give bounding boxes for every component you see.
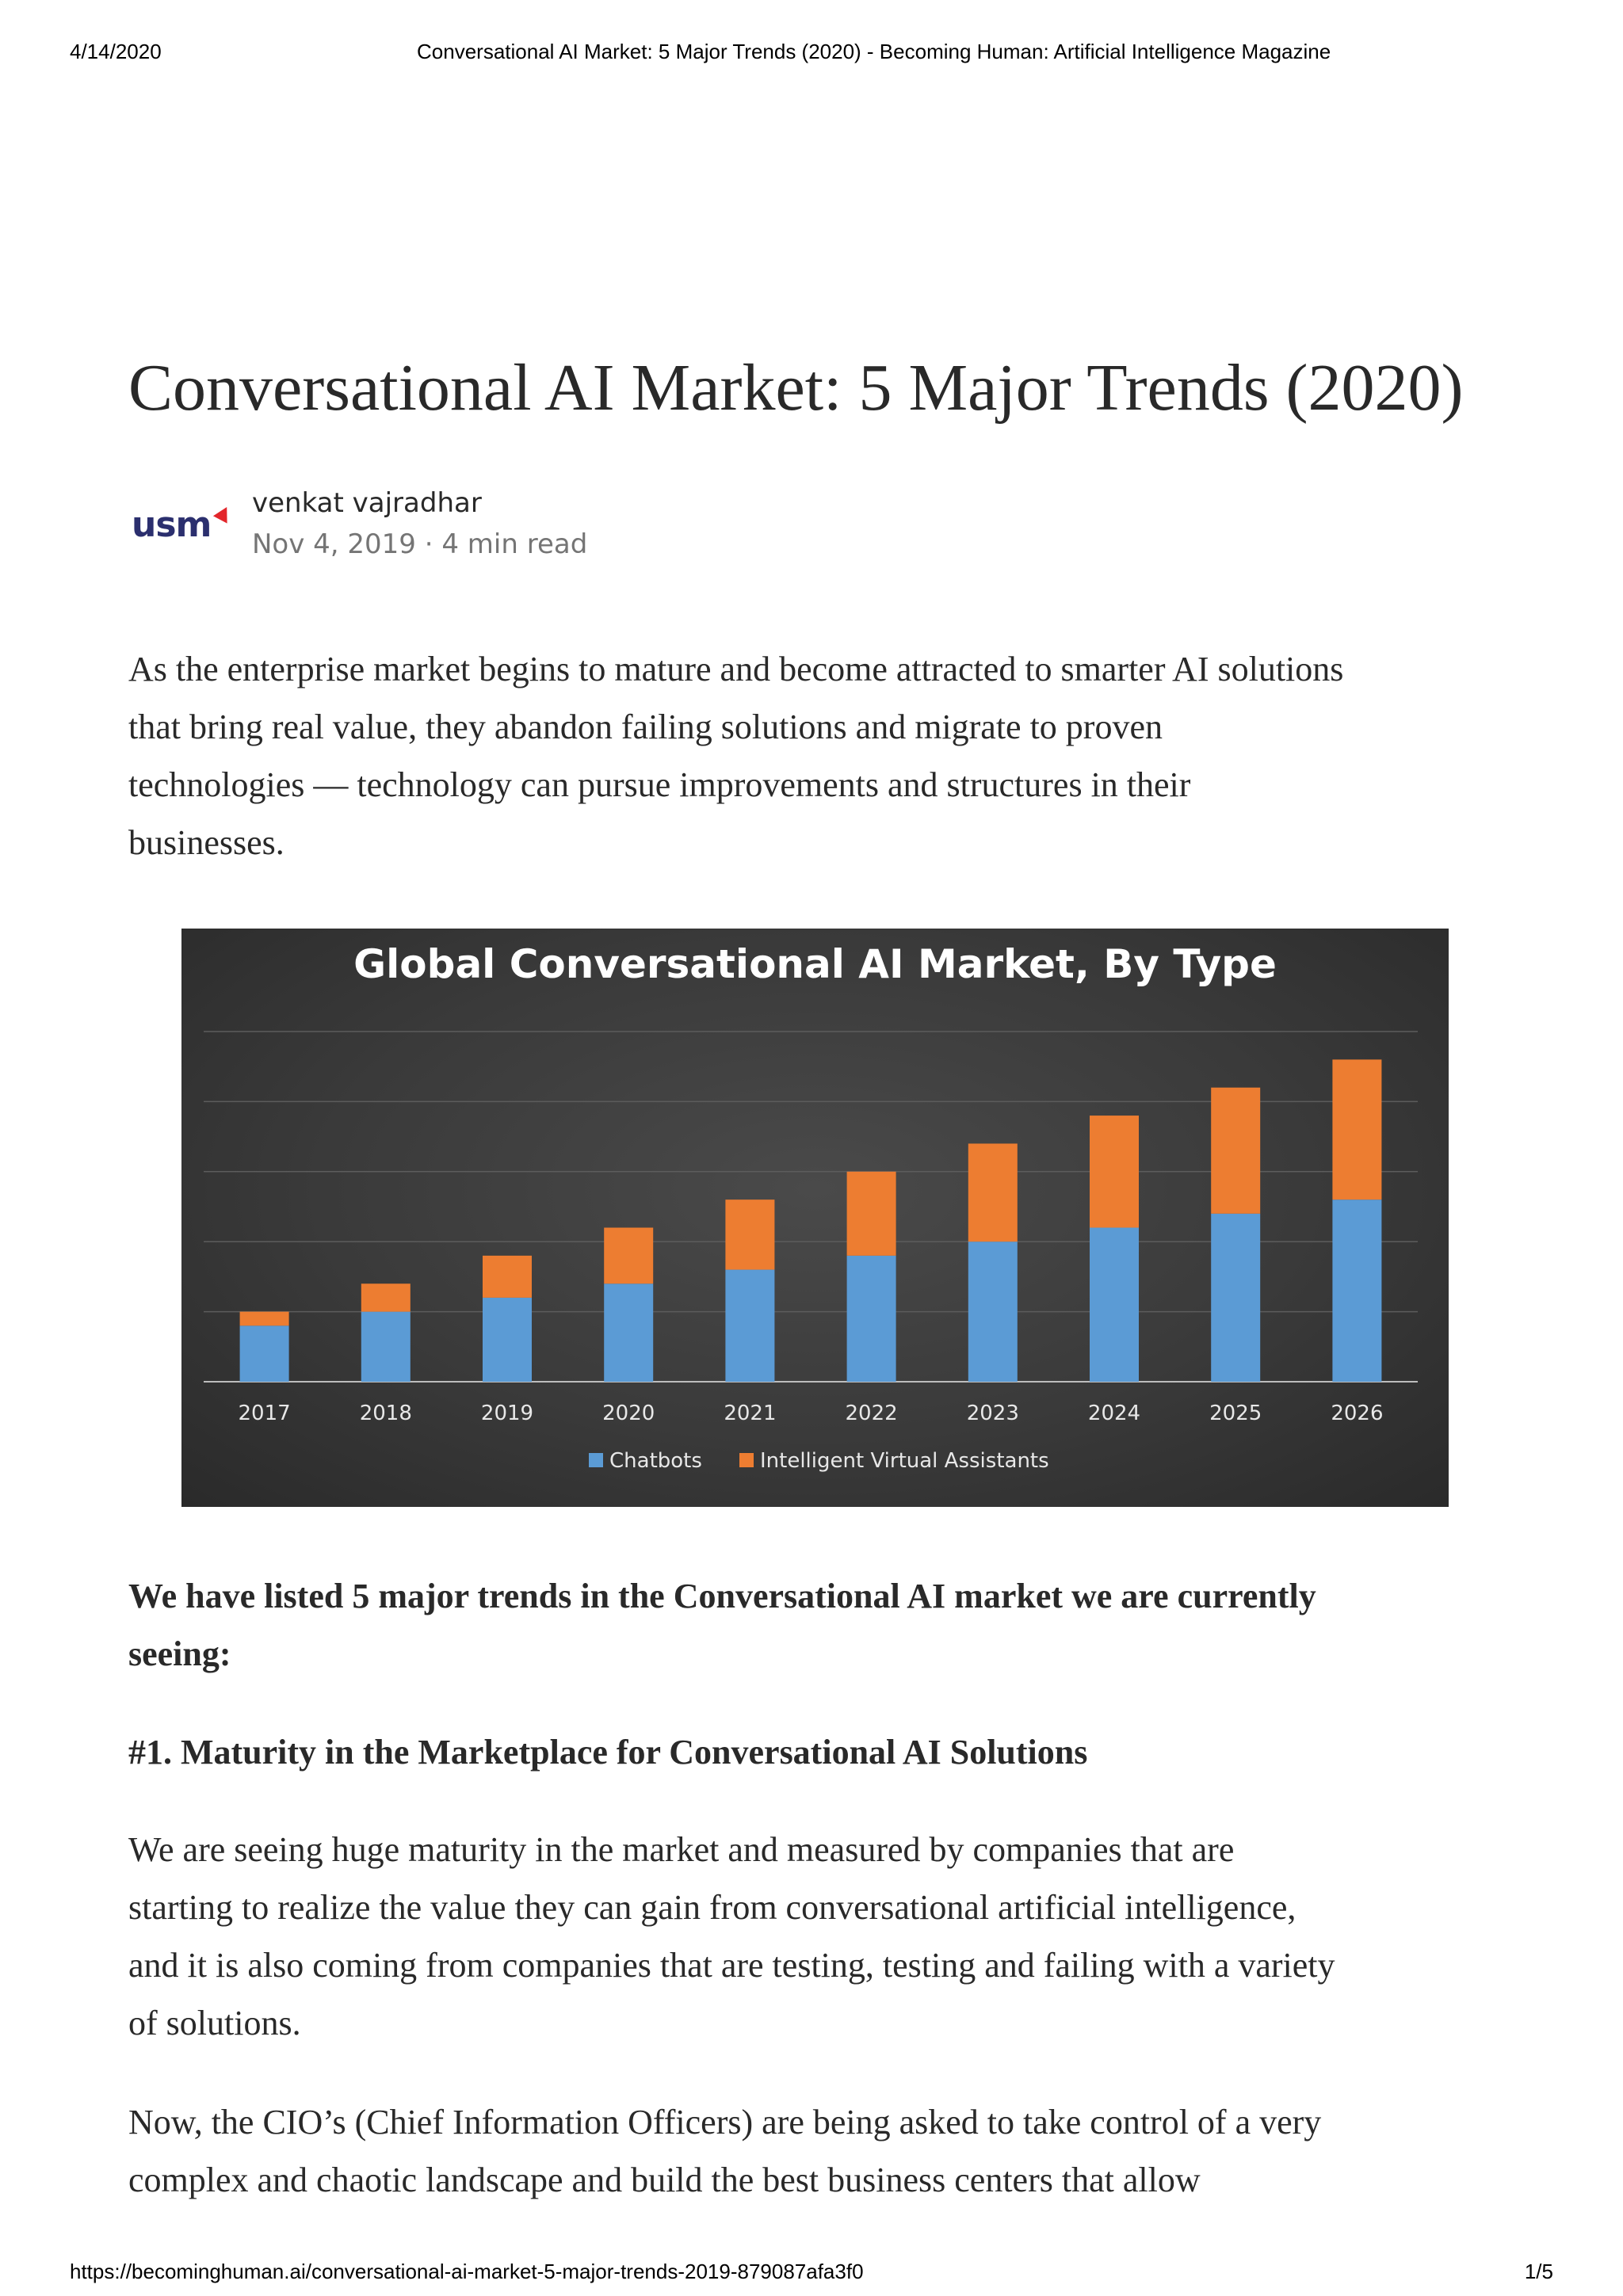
bar-virtual-assistants bbox=[725, 1199, 775, 1270]
article-title: Conversational AI Market: 5 Major Trends… bbox=[128, 351, 1464, 425]
print-footer: https://becominghuman.ai/conversational-… bbox=[70, 2260, 1553, 2291]
print-page-title: Conversational AI Market: 5 Major Trends… bbox=[417, 40, 1331, 63]
print-page-number: 1/5 bbox=[1524, 2260, 1553, 2283]
logo-mark-icon bbox=[212, 503, 235, 524]
bar-virtual-assistants bbox=[1090, 1116, 1139, 1228]
post-meta: Nov 4, 2019 · 4 min read bbox=[252, 528, 588, 560]
publisher-logo[interactable]: usm bbox=[132, 503, 235, 552]
bar-virtual-assistants bbox=[846, 1171, 896, 1256]
bar-virtual-assistants bbox=[1332, 1059, 1382, 1200]
x-tick-label: 2026 bbox=[1331, 1402, 1383, 1425]
text-line: starting to realize the value they can g… bbox=[128, 1888, 1296, 1927]
bar-virtual-assistants bbox=[1211, 1087, 1261, 1214]
bar-chatbots bbox=[239, 1325, 289, 1382]
bar-chatbots bbox=[1090, 1227, 1139, 1382]
bar-chatbots bbox=[846, 1255, 896, 1382]
bar-chatbots bbox=[1332, 1199, 1382, 1382]
section-heading: #1. Maturity in the Marketplace for Conv… bbox=[128, 1733, 1088, 1772]
x-tick-label: 2019 bbox=[481, 1402, 533, 1425]
text-line: that bring real value, they abandon fail… bbox=[128, 707, 1163, 746]
text-line: businesses. bbox=[128, 823, 285, 862]
text-line: As the enterprise market begins to matur… bbox=[128, 650, 1344, 688]
bar-chatbots bbox=[483, 1297, 532, 1382]
print-url: https://becominghuman.ai/conversational-… bbox=[70, 2260, 864, 2283]
text-line: Now, the CIO’s (Chief Information Office… bbox=[128, 2103, 1322, 2142]
print-header: 4/14/2020 Conversational AI Market: 5 Ma… bbox=[70, 40, 1553, 71]
logo-text: usm bbox=[132, 505, 212, 545]
x-tick-label: 2024 bbox=[1088, 1402, 1140, 1425]
x-tick-label: 2021 bbox=[724, 1402, 776, 1425]
bar-virtual-assistants bbox=[604, 1227, 654, 1284]
bar-chatbots bbox=[968, 1241, 1018, 1382]
intro-paragraph: As the enterprise market begins to matur… bbox=[128, 640, 1523, 871]
legend-swatch-chatbots bbox=[589, 1453, 603, 1467]
x-tick-label: 2025 bbox=[1209, 1402, 1262, 1425]
text-line: We have listed 5 major trends in the Con… bbox=[128, 1577, 1316, 1615]
bar-virtual-assistants bbox=[483, 1255, 532, 1298]
bar-chatbots bbox=[725, 1269, 775, 1382]
legend-label-virtual-assistants: Intelligent Virtual Assistants bbox=[760, 1449, 1049, 1473]
lead-paragraph: We have listed 5 major trends in the Con… bbox=[128, 1567, 1523, 1683]
chart-title: Global Conversational AI Market, By Type bbox=[353, 941, 1277, 987]
legend-swatch-virtual-assistants bbox=[739, 1453, 754, 1467]
text-line: and it is also coming from companies tha… bbox=[128, 1946, 1335, 1985]
text-line: technologies — technology can pursue imp… bbox=[128, 765, 1191, 804]
author-name[interactable]: venkat vajradhar bbox=[252, 487, 482, 519]
x-tick-label: 2022 bbox=[846, 1402, 898, 1425]
legend-label-chatbots: Chatbots bbox=[609, 1449, 702, 1473]
bar-virtual-assistants bbox=[239, 1311, 289, 1326]
bar-virtual-assistants bbox=[968, 1143, 1018, 1242]
text-line: We are seeing huge maturity in the marke… bbox=[128, 1830, 1235, 1869]
bar-chatbots bbox=[604, 1283, 654, 1382]
text-line: complex and chaotic landscape and build … bbox=[128, 2161, 1201, 2199]
chart-svg: Global Conversational AI Market, By Type… bbox=[204, 941, 1418, 1473]
text-line: of solutions. bbox=[128, 2004, 301, 2042]
byline: usm venkat vajradhar Nov 4, 2019 · 4 min… bbox=[128, 487, 842, 574]
paragraph-2: We are seeing huge maturity in the marke… bbox=[128, 1821, 1523, 2052]
x-tick-label: 2018 bbox=[360, 1402, 412, 1425]
market-chart: Global Conversational AI Market, By Type… bbox=[181, 929, 1449, 1507]
x-tick-label: 2023 bbox=[967, 1402, 1019, 1425]
text-line: seeing: bbox=[128, 1634, 231, 1673]
x-tick-label: 2020 bbox=[602, 1402, 655, 1425]
bar-chatbots bbox=[361, 1311, 411, 1382]
paragraph-3: Now, the CIO’s (Chief Information Office… bbox=[128, 2093, 1523, 2209]
x-tick-label: 2017 bbox=[239, 1402, 291, 1425]
print-date: 4/14/2020 bbox=[70, 40, 162, 63]
bar-virtual-assistants bbox=[361, 1283, 411, 1312]
bar-chatbots bbox=[1211, 1213, 1261, 1382]
